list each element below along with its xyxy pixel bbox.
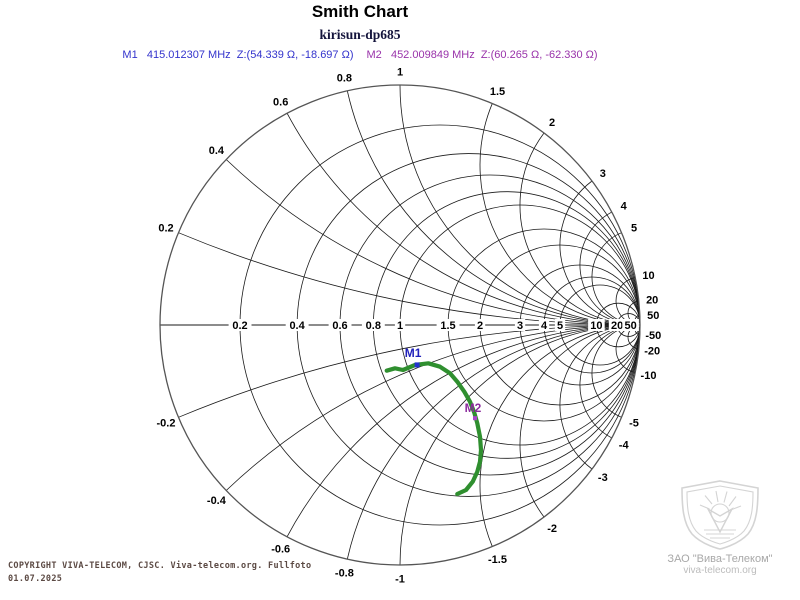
chart-title: Smith Chart [311, 2, 409, 21]
marker-readout-m2: M2 452.009849 MHz Z:(60.265 Ω, -62.330 Ω… [366, 49, 598, 61]
svg-text:0.8: 0.8 [337, 73, 352, 85]
watermark-website: viva-telecom.org [683, 565, 757, 576]
svg-text:3: 3 [517, 320, 523, 332]
resistance-axis-labels: 0.2 0.4 0.6 0.8 1 1.5 2 3 4 5 10 20 50 [228, 319, 639, 332]
copyright-line2: 01.07.2025 [8, 574, 63, 584]
svg-text:-10: -10 [641, 370, 657, 382]
svg-text:0.4: 0.4 [289, 320, 305, 332]
marker-readout-m1: M1 415.012307 MHz Z:(54.339 Ω, -18.697 Ω… [122, 49, 354, 61]
copyright-line1: COPYRIGHT VIVA-TELECOM, CJSC. Viva-telec… [8, 561, 312, 571]
watermark: ЗАО "Вива-Телеком" viva-telecom.org [650, 480, 790, 577]
svg-text:10: 10 [590, 320, 602, 332]
chart-subtitle: kirisun-dp685 [319, 27, 401, 42]
watermark-company-name: ЗАО "Вива-Телеком" [667, 553, 773, 565]
svg-text:0.2: 0.2 [158, 223, 173, 235]
svg-text:4: 4 [541, 320, 548, 332]
svg-text:-0.8: -0.8 [335, 567, 354, 579]
svg-text:-50: -50 [645, 330, 661, 342]
svg-text:1.5: 1.5 [440, 320, 455, 332]
svg-text:1: 1 [397, 320, 403, 332]
marker-m1: M1 [405, 346, 422, 368]
svg-text:3: 3 [600, 168, 606, 180]
reactance-rim-labels: 0.2 -0.2 0.4 -0.4 0.6 -0.6 0.8 -0.8 1 -1 1.5 -1.5 2 -… [157, 67, 662, 586]
svg-text:-0.4: -0.4 [207, 495, 227, 507]
marker-label-m1: M1 [405, 346, 422, 360]
marker-label-m2: M2 [465, 401, 482, 415]
svg-text:50: 50 [624, 320, 636, 332]
s11-trace [384, 361, 484, 497]
svg-text:20: 20 [646, 295, 658, 307]
svg-text:-4: -4 [619, 439, 630, 451]
marker-dot-m2 [473, 416, 477, 421]
svg-text:10: 10 [642, 270, 654, 282]
marker-dot-m1 [414, 362, 420, 368]
svg-text:5: 5 [557, 320, 563, 332]
outer-boundary-circle [159, 84, 641, 566]
svg-text:0.2: 0.2 [232, 320, 247, 332]
company-logo-shield-icon [681, 480, 759, 550]
svg-text:50: 50 [647, 310, 659, 322]
svg-text:2: 2 [549, 117, 555, 129]
svg-text:0.4: 0.4 [209, 145, 225, 157]
svg-text:1: 1 [397, 67, 403, 79]
svg-text:-1: -1 [395, 574, 405, 586]
svg-text:-2: -2 [547, 523, 557, 535]
svg-text:0.8: 0.8 [366, 320, 381, 332]
svg-text:-5: -5 [629, 418, 639, 430]
svg-text:5: 5 [631, 223, 637, 235]
svg-text:0.6: 0.6 [273, 96, 288, 108]
marker-m2: M2 [465, 401, 482, 421]
svg-text:-0.2: -0.2 [157, 418, 176, 430]
svg-text:-0.6: -0.6 [271, 544, 290, 556]
svg-text:1.5: 1.5 [490, 86, 505, 98]
copyright-notice: COPYRIGHT VIVA-TELECOM, CJSC. Viva-telec… [8, 560, 311, 586]
marker-readouts: M1 415.012307 MHz Z:(54.339 Ω, -18.697 Ω… [0, 49, 720, 61]
svg-text:-20: -20 [644, 345, 660, 357]
svg-text:20: 20 [611, 320, 623, 332]
svg-text:-1.5: -1.5 [488, 554, 507, 566]
reactance-arcs [178, 84, 641, 566]
svg-text:2: 2 [477, 320, 483, 332]
svg-text:-3: -3 [598, 472, 608, 484]
svg-text:0.6: 0.6 [332, 320, 347, 332]
svg-text:4: 4 [621, 201, 628, 213]
